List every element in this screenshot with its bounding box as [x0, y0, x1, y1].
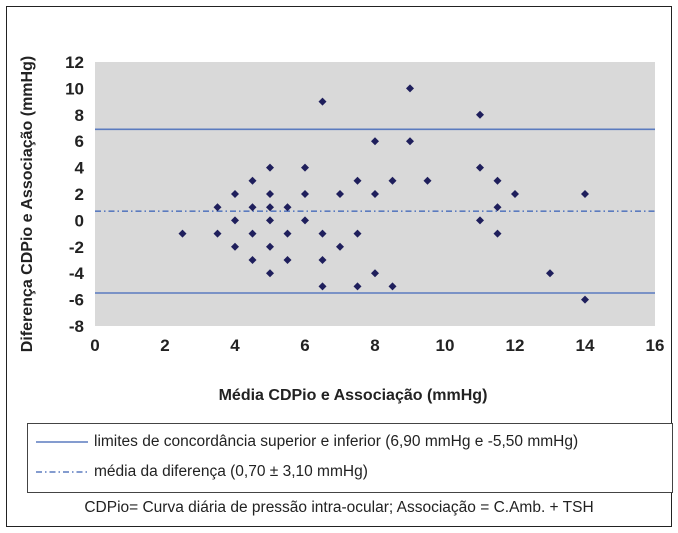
- legend-solid-line-icon: [36, 441, 88, 443]
- data-point: [301, 163, 309, 172]
- figure-frame: [6, 6, 672, 527]
- data-point: [318, 282, 327, 291]
- data-point: [476, 216, 484, 225]
- y-tick-label: 6: [75, 132, 84, 151]
- scatter-chart: 12 10 8 6 4 2 0 -2 -4 -6 -8 0 2 4 6 8 10 12 14 16 Diferenç…: [19, 53, 664, 404]
- data-point: [283, 229, 292, 238]
- data-point: [248, 229, 257, 238]
- data-point: [546, 269, 554, 278]
- y-tick-label: 12: [65, 53, 84, 72]
- data-point: [301, 216, 309, 225]
- x-tick-label: 0: [90, 336, 99, 355]
- data-point: [581, 190, 589, 198]
- data-point: [266, 216, 274, 225]
- data-point: [318, 97, 327, 106]
- data-point: [231, 216, 239, 225]
- x-tick-label: 12: [506, 336, 525, 355]
- data-point: [213, 203, 222, 212]
- data-point: [231, 190, 239, 198]
- x-tick-label: 6: [300, 336, 309, 355]
- data-point: [353, 282, 362, 291]
- reference-lines: [95, 128, 655, 294]
- data-point: [476, 163, 484, 172]
- data-point: [423, 176, 432, 185]
- data-point: [371, 137, 379, 146]
- data-point: [511, 190, 519, 198]
- legend: limites de concordância superior e infer…: [27, 423, 673, 493]
- data-points: [178, 84, 589, 304]
- data-point: [581, 295, 589, 304]
- data-point: [406, 84, 414, 93]
- legend-label-mean: média da diferença (0,70 ± 3,10 mmHg): [94, 463, 368, 480]
- x-axis-title: Média CDPio e Associação (mmHg): [219, 387, 488, 404]
- legend-item-mean: média da diferença (0,70 ± 3,10 mmHg): [36, 460, 368, 484]
- data-point: [301, 190, 309, 198]
- data-point: [283, 256, 292, 264]
- data-point: [476, 110, 484, 119]
- data-point: [371, 190, 379, 198]
- data-point: [248, 203, 257, 212]
- x-tick-label: 14: [576, 336, 595, 355]
- data-point: [353, 176, 362, 185]
- x-tick-label: 10: [436, 336, 455, 355]
- y-tick-label: -4: [69, 264, 85, 283]
- legend-dashdot-line-icon: [36, 471, 88, 473]
- data-point: [213, 229, 222, 238]
- data-point: [371, 269, 379, 278]
- y-axis-ticks: 12 10 8 6 4 2 0 -2 -4 -6 -8: [65, 53, 84, 336]
- data-point: [266, 203, 274, 212]
- x-axis-ticks: 0 2 4 6 8 10 12 14 16: [90, 336, 664, 355]
- data-point: [266, 269, 274, 278]
- data-point: [248, 176, 257, 185]
- y-tick-label: 8: [75, 106, 84, 125]
- data-point: [336, 242, 344, 251]
- data-point: [231, 242, 239, 251]
- data-point: [318, 256, 327, 264]
- x-tick-label: 8: [370, 336, 379, 355]
- y-tick-label: -8: [69, 317, 84, 336]
- data-point: [493, 229, 502, 238]
- data-point: [248, 256, 257, 264]
- data-point: [493, 176, 502, 185]
- data-point: [336, 190, 344, 198]
- data-point: [406, 137, 414, 146]
- data-point: [266, 190, 274, 198]
- x-tick-label: 4: [230, 336, 240, 355]
- legend-label-limits: limites de concordância superior e infer…: [94, 433, 579, 450]
- data-point: [283, 203, 292, 212]
- y-axis-title: Diferença CDPio e Associação (mmHg): [19, 56, 36, 352]
- y-tick-label: 4: [75, 159, 85, 178]
- x-tick-label: 16: [646, 336, 665, 355]
- x-tick-label: 2: [160, 336, 169, 355]
- data-point: [266, 163, 274, 172]
- y-tick-label: -2: [69, 238, 84, 257]
- data-point: [266, 242, 274, 251]
- data-point: [353, 229, 362, 238]
- data-point: [178, 229, 187, 238]
- y-tick-label: 0: [75, 211, 84, 230]
- y-tick-label: -6: [69, 291, 84, 310]
- footnote: CDPio= Curva diária de pressão intra-ocu…: [84, 499, 594, 516]
- y-tick-label: 10: [65, 79, 84, 98]
- data-point: [388, 176, 397, 185]
- data-point: [493, 203, 502, 212]
- data-point: [388, 282, 397, 291]
- legend-item-limits: limites de concordância superior e infer…: [36, 430, 578, 454]
- y-tick-label: 2: [75, 185, 84, 204]
- data-point: [318, 229, 327, 238]
